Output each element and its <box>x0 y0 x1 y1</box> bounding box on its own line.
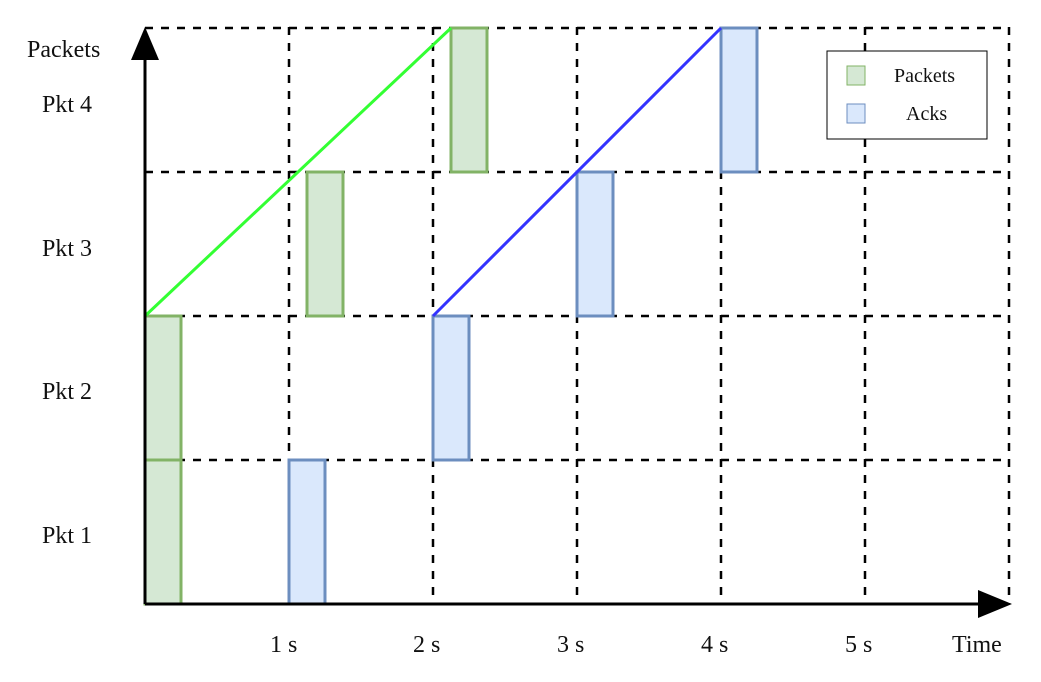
y-axis-arrow-icon <box>131 27 159 60</box>
packet-bar-2 <box>143 314 183 462</box>
legend-swatch-packets <box>846 65 866 86</box>
legend-label-acks: Acks <box>906 103 947 125</box>
time-tick-label: 4 s <box>701 632 728 658</box>
bars-layer <box>143 26 759 606</box>
ack-bar-4 <box>719 26 759 174</box>
row-label-pkt-3: Pkt 3 <box>42 236 92 262</box>
ack-bar-2 <box>431 314 471 462</box>
row-label-pkt-2: Pkt 2 <box>42 379 92 405</box>
ack-bar-1 <box>287 458 327 606</box>
row-label-pkt-1: Pkt 1 <box>42 523 92 549</box>
ack-bar-3 <box>575 170 615 318</box>
legend-swatch-acks <box>846 103 866 124</box>
time-tick-label: 5 s <box>845 632 872 658</box>
legend-label-packets: Packets <box>894 65 955 87</box>
x-axis-title: Time <box>952 632 1002 658</box>
packet-bar-1 <box>143 458 183 606</box>
y-axis-title: Packets <box>27 37 100 63</box>
slope-lines <box>143 26 723 318</box>
time-tick-label: 2 s <box>413 632 440 658</box>
ack-slope-line <box>431 26 723 318</box>
time-tick-label: 3 s <box>557 632 584 658</box>
axes <box>131 27 1012 618</box>
time-tick-label: 1 s <box>270 632 297 658</box>
x-axis-arrow-icon <box>978 590 1012 618</box>
packet-slope-line <box>143 26 453 318</box>
packet-bar-4 <box>449 26 489 174</box>
legend: Packets Acks <box>826 50 988 140</box>
row-label-pkt-4: Pkt 4 <box>42 92 92 118</box>
packet-bar-3 <box>305 170 345 318</box>
